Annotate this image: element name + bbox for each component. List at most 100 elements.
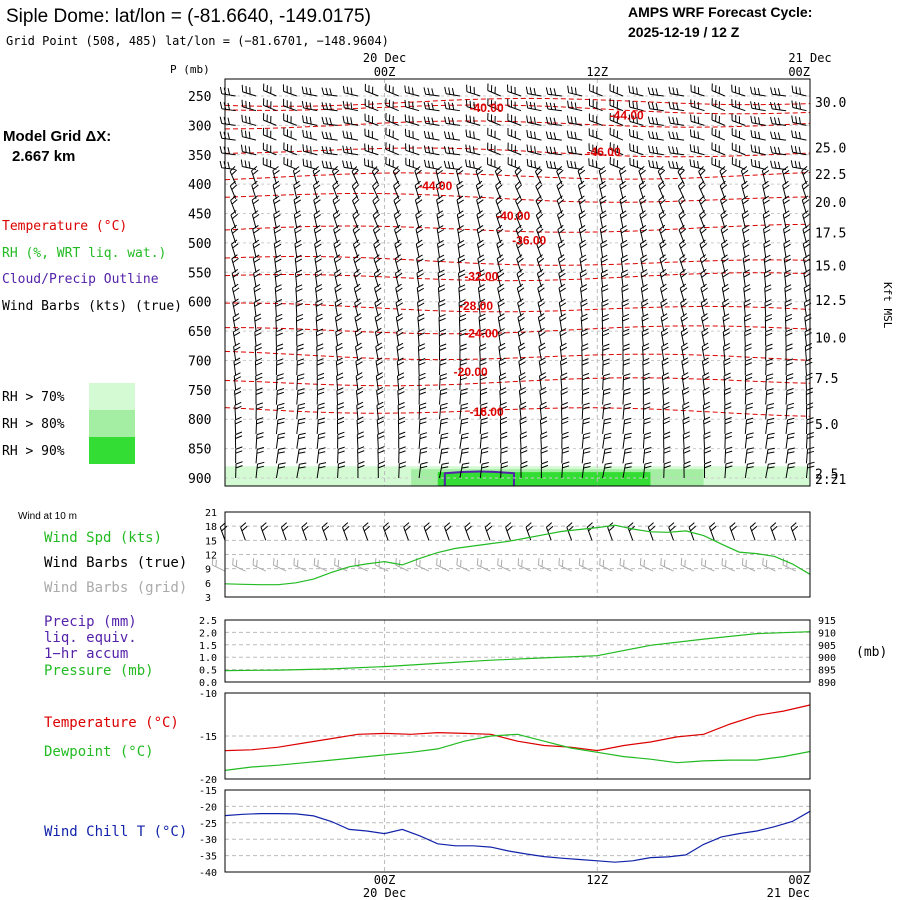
- isotherm-label: -40.00: [496, 209, 530, 223]
- wind-barb: [519, 416, 527, 434]
- wind-barb: [536, 268, 545, 288]
- wind-barb: [765, 328, 773, 346]
- wind-barb: [639, 195, 647, 214]
- wind-barb: [668, 160, 685, 170]
- wind-barb: [668, 86, 685, 97]
- pressure-tick-label: 400: [188, 178, 211, 193]
- wind-barb: [704, 461, 712, 479]
- wind-barb: [487, 83, 501, 97]
- wind-barb: [661, 342, 669, 361]
- wind-barb: [254, 328, 262, 346]
- wind-barb: [336, 402, 344, 420]
- wind-barb: [581, 387, 590, 405]
- wind-barb: [499, 387, 507, 405]
- wind-barb: [272, 195, 281, 214]
- wind-barb: [805, 372, 813, 390]
- wind-barb: [255, 402, 264, 420]
- wind-barb: [622, 343, 630, 361]
- wind-barb: [272, 180, 281, 199]
- wind-barb: [416, 269, 424, 288]
- wind-barb: [765, 343, 773, 361]
- wind-barb: [517, 327, 526, 346]
- wind-barb: [689, 129, 705, 141]
- wind-barb: [660, 313, 669, 332]
- height-tick-label: 17.5: [815, 226, 846, 241]
- wind-tick-label: 12: [205, 551, 217, 562]
- wind-barb: [802, 239, 811, 258]
- wind-barb: [601, 313, 609, 332]
- wind-barb: [622, 328, 630, 346]
- wind-barb-grid: [232, 558, 246, 572]
- precip-label: Precip (mm): [44, 614, 137, 630]
- wind-barb: [292, 166, 301, 185]
- wind-barb: [720, 195, 728, 214]
- wind-barb: [414, 195, 423, 214]
- model-grid-label: Model Grid ΔX:: [3, 128, 111, 145]
- wind-barb: [364, 98, 379, 112]
- wind-barb-grid: [252, 558, 266, 572]
- isotherm-line: [224, 223, 811, 233]
- wind-barb-true: [423, 522, 432, 541]
- wind-barb: [342, 85, 359, 97]
- wind-barb: [642, 402, 651, 420]
- wind-barb: [316, 462, 327, 479]
- wind-barb: [417, 298, 425, 317]
- wind-barb: [234, 431, 243, 449]
- wind-barb: [418, 417, 427, 434]
- wind-barb: [785, 328, 793, 346]
- wind-panel: Wind at 10 m Wind Spd (kts) Wind Barbs (…: [18, 508, 811, 604]
- wind-barb: [742, 269, 751, 288]
- wind-barb: [764, 313, 773, 332]
- wind-barb: [418, 358, 426, 376]
- wind-barb-true: [260, 522, 268, 541]
- wind-barb: [373, 268, 382, 288]
- wind-barb: [602, 447, 612, 464]
- wind-barb: [711, 112, 726, 126]
- wind-barb: [313, 224, 322, 244]
- wind-barb: [620, 225, 628, 244]
- wind-barb-true: [566, 522, 574, 541]
- wind-barb: [601, 284, 609, 302]
- wind-barb: [743, 284, 751, 302]
- wind-barb: [689, 144, 705, 156]
- height-tick-label: 15.0: [815, 259, 846, 274]
- wind-barb: [255, 372, 263, 390]
- wind-barb: [255, 432, 264, 449]
- wind-barb: [526, 101, 542, 112]
- wind-barb: [487, 142, 501, 156]
- wind-barb: [538, 357, 547, 376]
- wind-barb: [609, 142, 624, 156]
- wind-barb: [394, 268, 403, 288]
- pressure-tick-label: 900: [818, 653, 836, 664]
- wind-barb: [437, 284, 446, 302]
- wind-barb: [437, 239, 445, 258]
- isotherm-line: [224, 120, 811, 130]
- wind-barb: [784, 269, 792, 288]
- wind-barb: [567, 85, 583, 97]
- wind-barb-grid: [680, 558, 695, 572]
- wind-barb: [465, 129, 481, 141]
- wind-barb: [478, 298, 486, 317]
- wind-barb: [353, 283, 362, 302]
- wind-barb: [240, 144, 257, 156]
- wind-barb: [731, 157, 746, 170]
- wind-barb: [459, 358, 468, 376]
- pressure-line: [224, 631, 811, 672]
- wind-chill-label: Wind Chill T (°C): [44, 824, 187, 840]
- wind-barb: [560, 402, 569, 420]
- wind-chill-line: [224, 810, 811, 863]
- wind-tick-label: 21: [205, 508, 217, 519]
- wind-barb: [560, 387, 568, 405]
- wind-barb: [316, 343, 324, 361]
- wind-barb-grid: [558, 558, 572, 572]
- wind-barb: [525, 86, 542, 97]
- wind-barb: [699, 239, 708, 258]
- wind-barb: [609, 83, 624, 97]
- pressure-tick-label: 600: [188, 296, 211, 311]
- wind-barb: [526, 115, 542, 126]
- wind-barb: [398, 446, 406, 464]
- legend-wind-barbs: Wind Barbs (kts) (true): [2, 299, 182, 314]
- wind-barb: [335, 342, 343, 361]
- wind-barb: [355, 357, 363, 376]
- wind-barb: [581, 417, 591, 434]
